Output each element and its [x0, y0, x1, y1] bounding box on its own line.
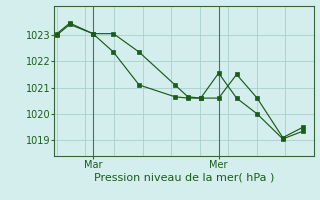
- X-axis label: Pression niveau de la mer( hPa ): Pression niveau de la mer( hPa ): [94, 173, 274, 183]
